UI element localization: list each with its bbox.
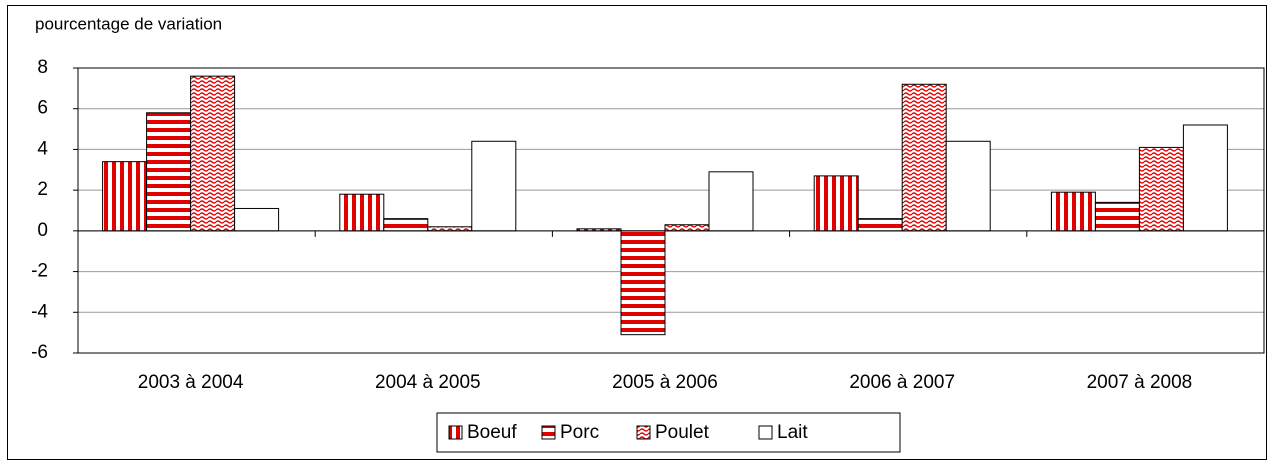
y-tick-label: -2 [31,261,48,282]
y-tick-label: 2 [37,179,48,200]
legend-label: Boeuf [467,422,517,443]
plot-border [77,67,1265,354]
bar [708,171,754,232]
bar [857,218,903,232]
bar [1050,191,1096,232]
bar [383,218,429,232]
bar [813,175,859,232]
y-tick-label: 4 [37,138,48,159]
y-tick-label: 8 [37,57,48,78]
bar [234,207,280,232]
x-tick-label: 2004 à 2005 [375,372,481,393]
bar [945,140,991,232]
y-axis-title: pourcentage de variation [35,14,222,33]
legend-swatch [541,425,556,440]
legend-label: Poulet [655,422,710,443]
bar [339,193,385,232]
bar [901,83,947,232]
y-tick-label: -6 [31,342,48,363]
bar [1138,146,1184,232]
bar [664,224,710,232]
bar [1094,201,1140,232]
bar [190,75,236,232]
x-tick-label: 2003 à 2004 [138,372,244,393]
y-tick-label: 6 [37,98,48,119]
x-tick-label: 2006 à 2007 [849,372,955,393]
bar [620,230,666,336]
bar [471,140,517,232]
legend-swatch [448,425,463,440]
legend-label: Porc [560,422,599,443]
bar [427,226,473,232]
legend-label: Lait [777,422,808,443]
bar [102,161,148,232]
bar [1182,124,1228,232]
legend-box [436,412,901,453]
x-tick-label: 2005 à 2006 [612,372,718,393]
y-tick-label: 0 [37,220,48,241]
y-tick-label: -4 [31,301,48,322]
x-tick-label: 2007 à 2008 [1087,372,1193,393]
bar [146,112,192,232]
legend-swatch [636,425,651,440]
legend-swatch [758,425,773,440]
